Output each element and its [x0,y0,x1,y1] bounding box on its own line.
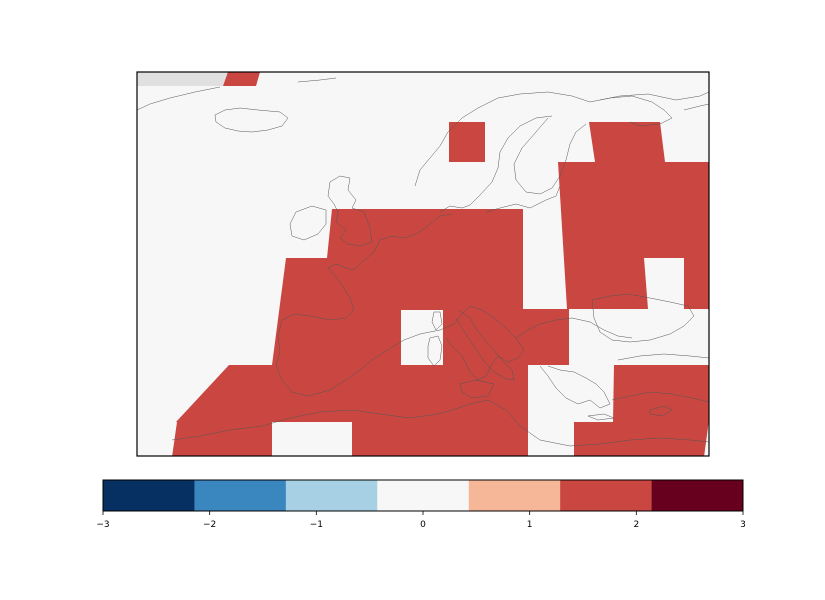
colorbar-tick-label: 1 [527,520,533,530]
colorbar-bin [468,480,561,511]
coastline-cyprus [649,405,673,417]
coastline-europe-mainland [275,213,525,397]
coastline-sardinia [427,335,443,367]
coastline-svalbard-fragments [599,91,709,111]
coastline-sicily [459,379,495,399]
colorbar-bin [103,480,195,511]
missing-data-cell [137,72,230,86]
colorbar-bin [194,480,287,511]
colorbar-tick-label: 0 [420,520,426,530]
colorbar-bin [285,480,378,511]
neutral-cells [307,310,443,458]
colorbar-tick-label: 3 [740,520,746,530]
colorbar-bin [377,480,470,511]
coastlines [137,77,709,447]
coastline-ireland [289,205,327,241]
coastline-black-sea [591,293,695,343]
neutral-cell [401,310,443,365]
coastline-uk [327,175,373,247]
coastline-scandinavia [414,91,673,213]
coastline-north-africa [171,399,709,447]
colorbar-bin [560,480,652,511]
colorbar-ticks: −3 −2 −1 0 1 2 3 [96,511,746,530]
coastline-balkans-greece [515,317,633,409]
anomaly-cells [137,72,709,456]
anomaly-cell [449,122,485,162]
colorbar-tick-label: −3 [96,520,109,530]
coastline-iceland [214,107,289,133]
anomaly-cell [172,365,272,456]
neutral-cell [307,422,352,456]
neutral-cell [352,457,353,458]
anomaly-cell [223,72,260,86]
coastline-corsica [431,311,443,331]
coastline-crete [587,413,615,421]
map-frame [136,71,710,457]
colorbar-bin [651,480,744,511]
colorbar-tick-label: −2 [203,520,216,530]
colorbar-tick-label: 2 [633,520,639,530]
map-panel [136,71,710,458]
coastline-italy [455,309,515,381]
anomaly-cell [523,309,569,456]
colorbar-tick-label: −1 [310,520,323,530]
coastline-finland [551,123,587,189]
colorbar: −3 −2 −1 0 1 2 3 [96,479,746,530]
coastline-baltic [485,185,561,213]
coastline-turkey [611,353,709,403]
colorbar-bins [103,480,744,511]
anomaly-cell [558,122,709,456]
coastline-greenland [137,77,337,111]
